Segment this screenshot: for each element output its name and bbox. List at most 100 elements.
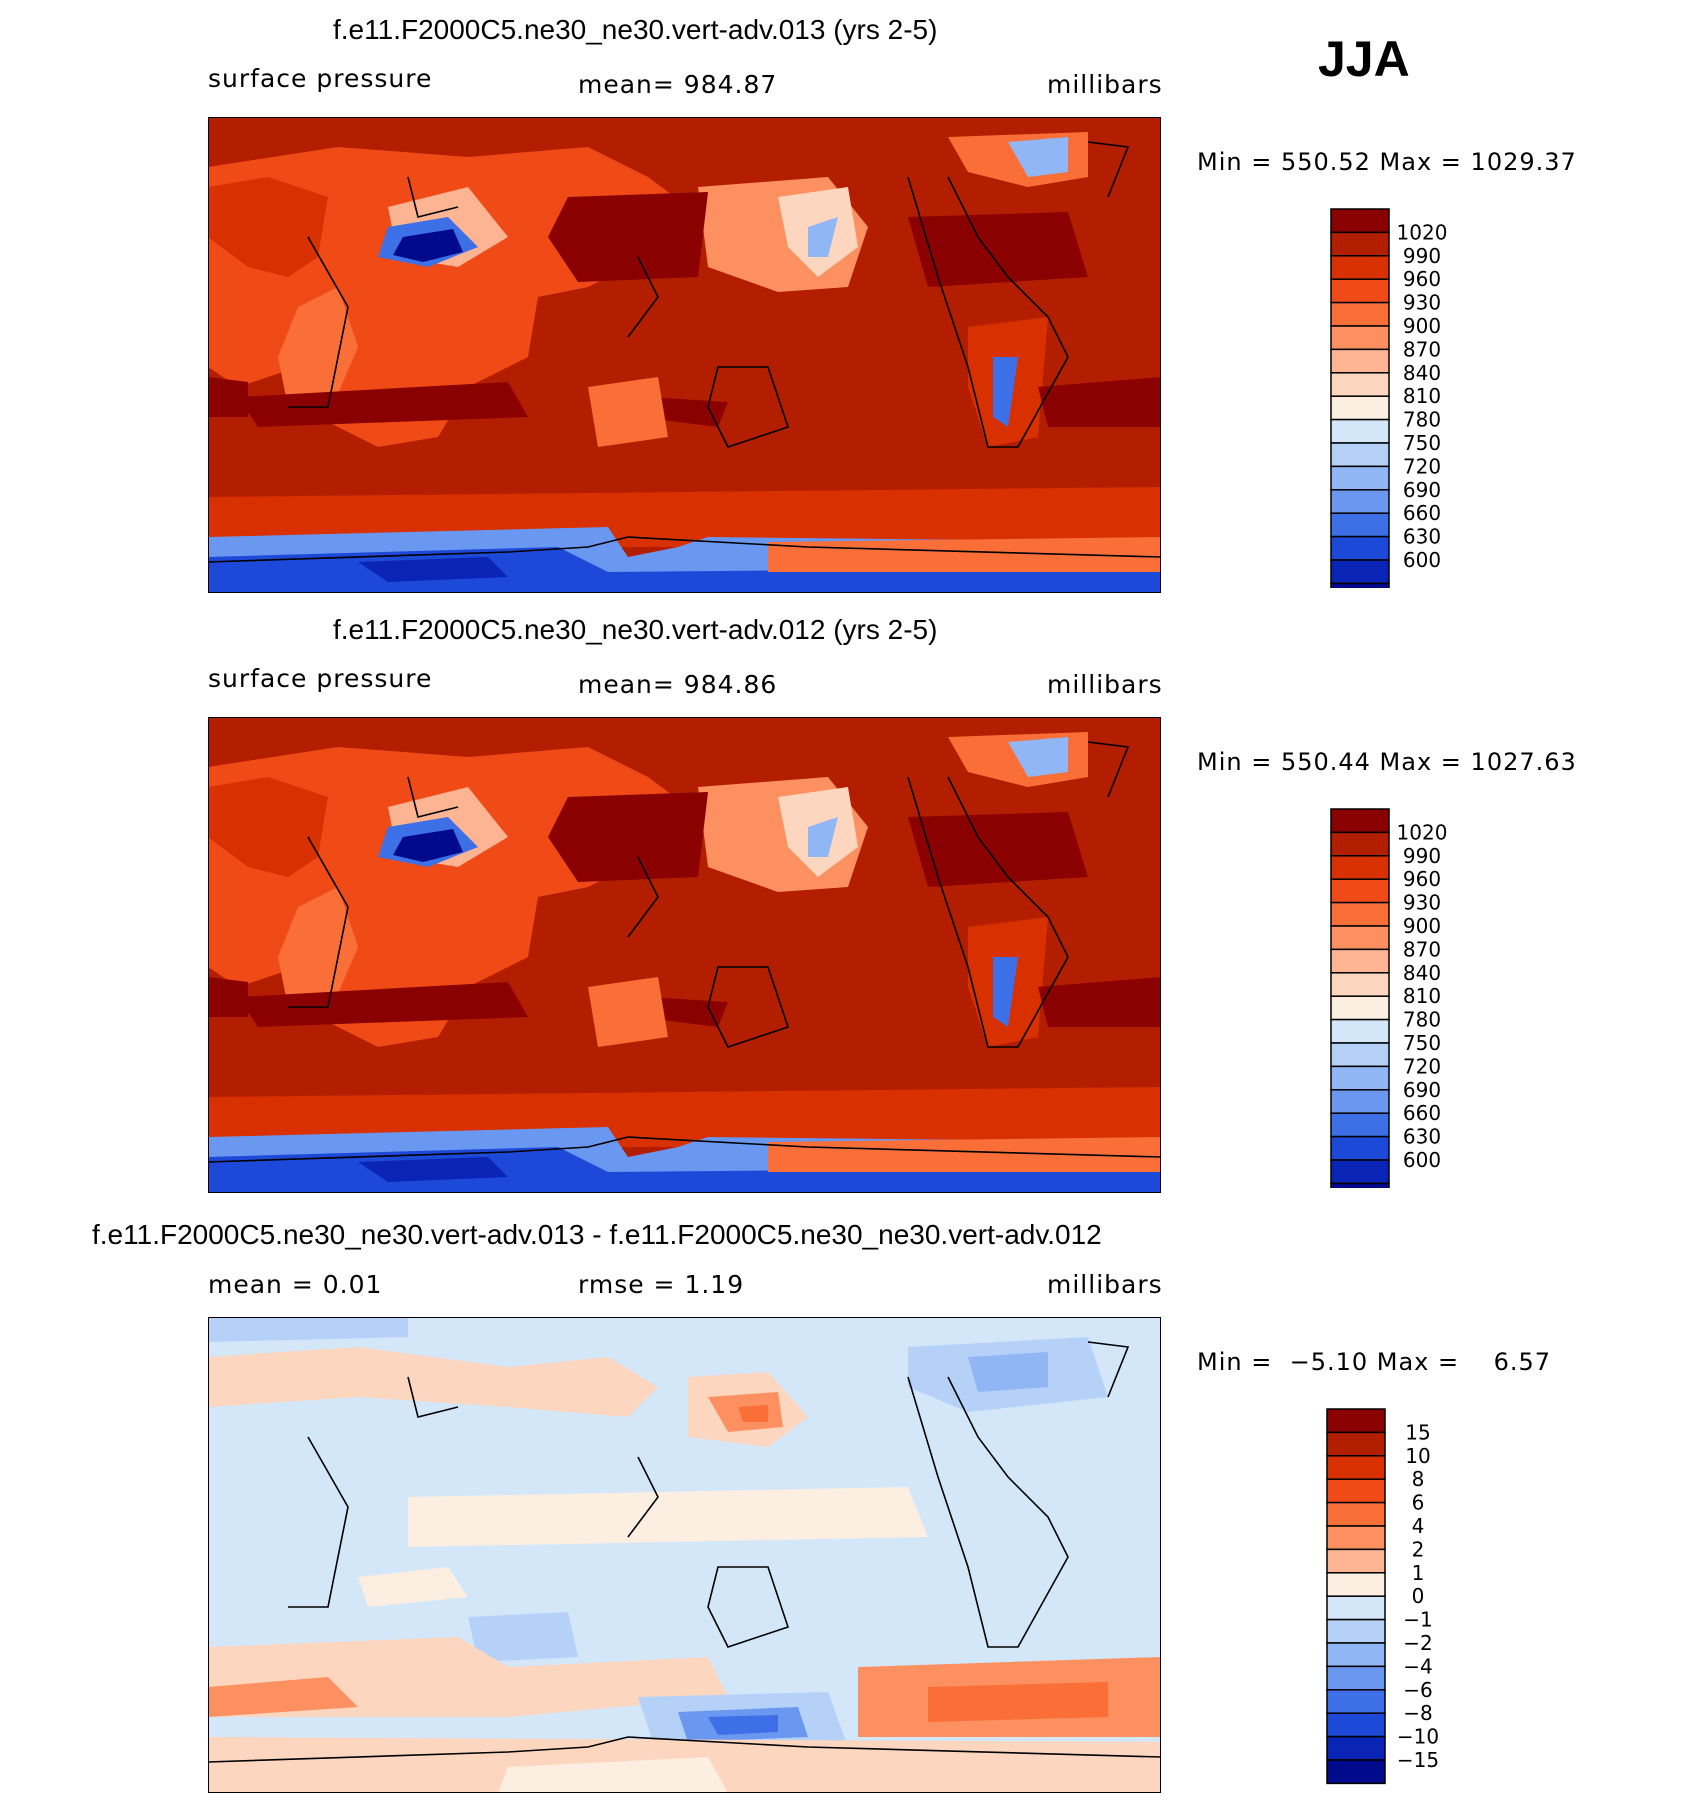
panel-3-map <box>208 1317 1161 1793</box>
colorbar-swatch <box>1326 1759 1386 1785</box>
colorbar-swatch <box>1330 372 1390 397</box>
colorbar-swatch <box>1326 1595 1386 1621</box>
colorbar-swatch <box>1326 1548 1386 1574</box>
colorbar-swatch <box>1330 855 1390 880</box>
colorbar-swatch <box>1330 559 1390 585</box>
colorbar-swatch <box>1330 278 1390 304</box>
colorbar-swatch <box>1326 1735 1386 1761</box>
panel-2-variable-label: surface pressure <box>208 664 433 693</box>
colorbar-swatch <box>1326 1642 1386 1668</box>
panel-2-title: f.e11.F2000C5.ne30_ne30.vert-adv.012 (yr… <box>333 614 938 645</box>
colorbar-swatch <box>1330 325 1390 351</box>
colorbar-tick-label: 900 <box>1403 314 1441 338</box>
colorbar-tick-label: 810 <box>1403 384 1441 408</box>
colorbar-tick-label: −4 <box>1403 1654 1432 1678</box>
season-label: JJA <box>1318 31 1410 87</box>
colorbar-swatch <box>1330 925 1390 951</box>
colorbar-tick-label: 2 <box>1412 1537 1425 1561</box>
colorbar-tick-label: 750 <box>1403 1031 1441 1055</box>
colorbar-tick-label: 990 <box>1403 244 1441 268</box>
panel-1-minmax: Min = 550.52 Max = 1029.37 <box>1197 148 1577 176</box>
panel-1-title: f.e11.F2000C5.ne30_ne30.vert-adv.013 (yr… <box>333 14 938 45</box>
colorbar-tick-label: 660 <box>1403 501 1441 525</box>
panel-2-minmax: Min = 550.44 Max = 1027.63 <box>1197 748 1577 776</box>
colorbar-tick-label: 780 <box>1403 408 1441 432</box>
colorbar-tick-label: −15 <box>1397 1748 1439 1772</box>
panel-2-map <box>208 717 1161 1193</box>
colorbar-swatch <box>1330 1065 1390 1091</box>
panel-3-mean-label: mean = 0.01 <box>208 1270 383 1299</box>
colorbar-tick-label: 8 <box>1412 1467 1425 1491</box>
colorbar-swatch <box>1330 395 1390 421</box>
colorbar-swatch <box>1326 1501 1386 1527</box>
colorbar-tick-label: 780 <box>1403 1008 1441 1032</box>
colorbar-swatch <box>1326 1712 1386 1738</box>
colorbar-swatch <box>1330 465 1390 491</box>
colorbar-swatch <box>1326 1431 1386 1457</box>
panel-1-colorbar: 1020990960930900870840810780750720690660… <box>1330 208 1448 588</box>
panel-1-units-label: millibars <box>1047 70 1163 99</box>
colorbar-swatch <box>1330 582 1390 588</box>
colorbar-tick-label: 690 <box>1403 478 1441 502</box>
colorbar-swatch <box>1326 1525 1386 1551</box>
panel-3-units-label: millibars <box>1047 1270 1163 1299</box>
colorbar-swatch <box>1326 1478 1386 1504</box>
colorbar-tick-label: 4 <box>1412 1514 1425 1538</box>
panel-1-variable-label: surface pressure <box>208 64 433 93</box>
panel-2-colorbar: 1020990960930900870840810780750720690660… <box>1330 808 1447 1188</box>
colorbar-tick-label: 840 <box>1403 361 1441 385</box>
colorbar-tick-label: 960 <box>1403 867 1441 891</box>
colorbar-tick-label: 10 <box>1405 1444 1430 1468</box>
colorbar-swatch <box>1330 255 1390 280</box>
colorbar-tick-label: 660 <box>1403 1101 1441 1125</box>
colorbar-swatch <box>1330 1042 1390 1068</box>
colorbar-tick-label: −1 <box>1403 1608 1432 1632</box>
colorbar-tick-label: 900 <box>1403 914 1441 938</box>
colorbar-swatch <box>1330 1018 1390 1044</box>
colorbar-swatch <box>1330 231 1390 257</box>
colorbar-swatch <box>1330 512 1390 538</box>
colorbar-swatch <box>1330 1135 1390 1161</box>
colorbar-tick-label: 870 <box>1403 937 1441 961</box>
colorbar-swatch <box>1330 1089 1390 1114</box>
colorbar-swatch <box>1330 348 1390 374</box>
colorbar-tick-label: 15 <box>1405 1420 1430 1444</box>
colorbar-tick-label: 720 <box>1403 454 1441 478</box>
colorbar-swatch <box>1330 995 1390 1021</box>
colorbar-swatch <box>1326 1408 1386 1434</box>
colorbar-tick-label: −2 <box>1403 1631 1432 1655</box>
colorbar-tick-label: 930 <box>1403 291 1441 315</box>
colorbar-tick-label: 720 <box>1403 1054 1441 1078</box>
panel-2-units-label: millibars <box>1047 670 1163 699</box>
panel-3-rmse-label: rmse = 1.19 <box>578 1270 745 1299</box>
panel-3-title: f.e11.F2000C5.ne30_ne30.vert-adv.013 - f… <box>92 1219 1102 1250</box>
panel-3-minmax: Min = −5.10 Max = 6.57 <box>1197 1348 1552 1376</box>
colorbar-swatch <box>1330 208 1390 234</box>
colorbar-swatch <box>1330 1112 1390 1138</box>
colorbar-tick-label: −8 <box>1403 1701 1432 1725</box>
colorbar-tick-label: 750 <box>1403 431 1441 455</box>
colorbar-swatch <box>1326 1618 1386 1644</box>
colorbar-tick-label: 630 <box>1403 525 1441 549</box>
colorbar-tick-label: 1020 <box>1397 220 1448 244</box>
panel-1-mean-label: mean= 984.87 <box>578 70 778 99</box>
colorbar-tick-label: 1 <box>1412 1561 1425 1585</box>
colorbar-swatch <box>1326 1665 1386 1691</box>
colorbar-swatch <box>1326 1572 1386 1597</box>
colorbar-tick-label: 870 <box>1403 337 1441 361</box>
colorbar-swatch <box>1330 808 1390 834</box>
colorbar-swatch <box>1330 901 1390 927</box>
colorbar-swatch <box>1330 1159 1390 1185</box>
colorbar-swatch <box>1330 489 1390 514</box>
colorbar-swatch <box>1330 948 1390 974</box>
colorbar-swatch <box>1326 1689 1386 1714</box>
colorbar-swatch <box>1330 535 1390 561</box>
colorbar-swatch <box>1330 418 1390 444</box>
colorbar-swatch <box>1330 831 1390 857</box>
colorbar-tick-label: 990 <box>1403 844 1441 868</box>
colorbar-tick-label: −6 <box>1403 1678 1432 1702</box>
panel-1-map <box>208 117 1161 593</box>
colorbar-swatch <box>1330 1182 1390 1188</box>
colorbar-swatch <box>1326 1455 1386 1480</box>
